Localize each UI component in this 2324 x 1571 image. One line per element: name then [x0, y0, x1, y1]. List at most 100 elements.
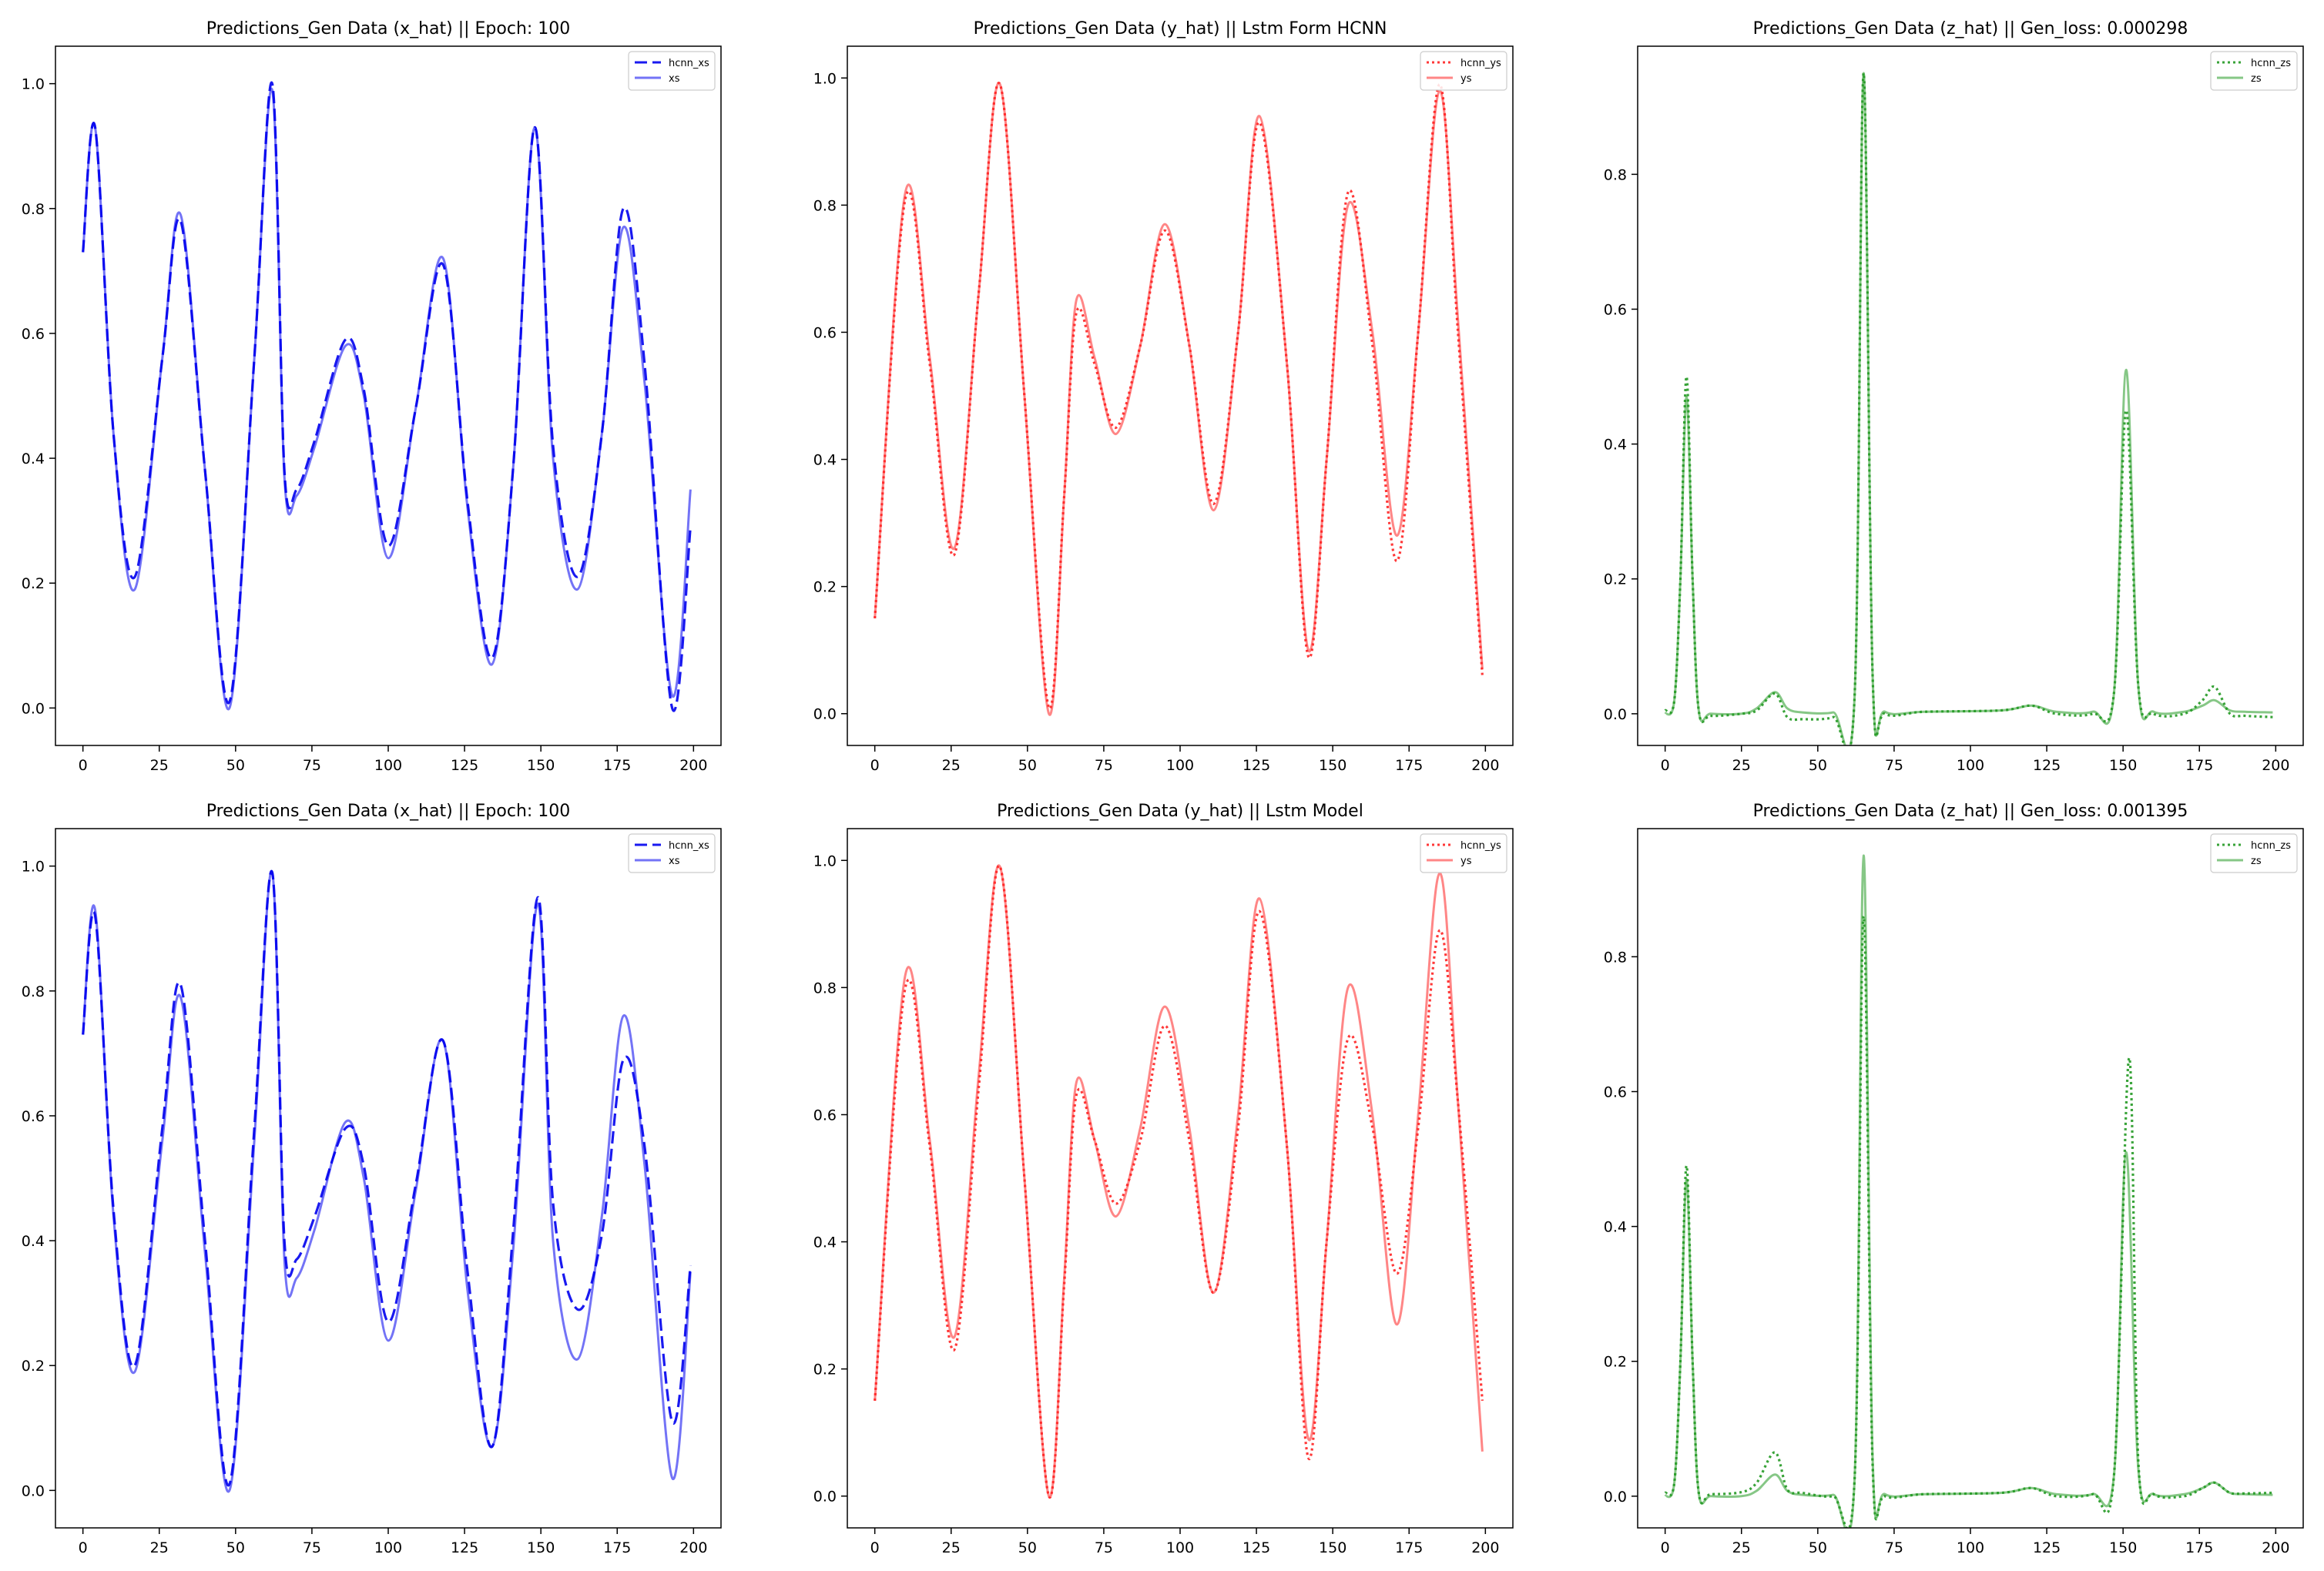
- x-tick-label: 25: [942, 757, 961, 774]
- legend-label: hcnn_ys: [1460, 58, 1501, 69]
- subplot: Predictions_Gen Data (x_hat) || Epoch: 1…: [22, 802, 722, 1556]
- x-tick-label: 200: [679, 757, 707, 774]
- x-tick-label: 100: [1166, 1539, 1194, 1556]
- x-tick-label: 100: [1957, 1539, 1984, 1556]
- legend-label: hcnn_xs: [669, 58, 709, 69]
- x-tick-label: 175: [2185, 757, 2213, 774]
- x-tick-label: 125: [1242, 757, 1270, 774]
- chart-title: Predictions_Gen Data (y_hat) || Lstm Mod…: [997, 802, 1363, 821]
- x-tick-label: 175: [603, 1539, 631, 1556]
- x-tick-label: 25: [1732, 1539, 1751, 1556]
- y-tick-label: 0.0: [813, 1489, 837, 1506]
- series-line-ys: [874, 82, 1484, 716]
- chart-title: Predictions_Gen Data (z_hat) || Gen_loss…: [1753, 802, 2188, 821]
- x-tick-label: 75: [303, 1539, 321, 1556]
- x-tick-label: 200: [2262, 757, 2289, 774]
- legend-label: hcnn_ys: [1460, 840, 1501, 852]
- chart-title: Predictions_Gen Data (y_hat) || Lstm For…: [974, 19, 1387, 39]
- x-tick-label: 25: [1732, 757, 1751, 774]
- chart-title: Predictions_Gen Data (x_hat) || Epoch: 1…: [206, 19, 571, 39]
- series-line-zs: [1664, 72, 2273, 745]
- series-line-hcnn_xs: [82, 81, 692, 712]
- plot-frame: [847, 828, 1514, 1529]
- x-tick-label: 175: [1395, 1539, 1423, 1556]
- y-tick-label: 0.6: [1604, 301, 1627, 318]
- x-tick-label: 150: [1319, 1539, 1346, 1556]
- x-tick-label: 0: [870, 1539, 880, 1556]
- x-tick-label: 0: [79, 1539, 88, 1556]
- y-tick-label: 0.6: [813, 1107, 837, 1124]
- series-line-hcnn_xs: [82, 869, 692, 1487]
- legend-label: ys: [1460, 856, 1472, 867]
- x-tick-label: 175: [603, 757, 631, 774]
- legend-box: [2210, 833, 2298, 873]
- x-tick-label: 150: [2109, 757, 2137, 774]
- legend-label: zs: [2251, 73, 2262, 85]
- series-line-ys: [874, 864, 1484, 1499]
- legend-label: hcnn_zs: [2251, 58, 2291, 69]
- x-tick-label: 150: [2109, 1539, 2137, 1556]
- x-tick-label: 50: [226, 757, 245, 774]
- y-tick-label: 0.8: [813, 980, 837, 997]
- y-tick-label: 0.0: [1604, 1489, 1627, 1506]
- x-tick-label: 50: [1809, 757, 1827, 774]
- x-tick-label: 200: [679, 1539, 707, 1556]
- chart-title: Predictions_Gen Data (x_hat) || Epoch: 1…: [206, 802, 571, 821]
- x-tick-label: 200: [1471, 757, 1499, 774]
- x-tick-label: 75: [1095, 1539, 1113, 1556]
- legend-label: hcnn_xs: [669, 840, 709, 852]
- x-tick-label: 150: [527, 1539, 555, 1556]
- x-tick-label: 50: [226, 1539, 245, 1556]
- x-tick-label: 150: [1319, 757, 1346, 774]
- y-tick-label: 0.2: [813, 579, 837, 596]
- y-tick-label: 1.0: [22, 76, 45, 93]
- subplot: Predictions_Gen Data (x_hat) || Epoch: 1…: [22, 19, 722, 774]
- y-tick-label: 1.0: [813, 70, 837, 87]
- y-tick-label: 0.0: [813, 706, 837, 723]
- y-tick-label: 0.8: [22, 201, 45, 218]
- y-tick-label: 0.4: [813, 452, 837, 469]
- legend-label: ys: [1460, 73, 1472, 85]
- plot-frame: [1637, 828, 2304, 1529]
- series-line-xs: [82, 869, 692, 1493]
- legend-box: [2210, 51, 2298, 91]
- x-tick-label: 100: [1957, 757, 1984, 774]
- y-tick-label: 0.4: [22, 451, 45, 467]
- x-tick-label: 175: [1395, 757, 1423, 774]
- x-tick-label: 125: [451, 757, 478, 774]
- y-tick-label: 0.2: [22, 575, 45, 592]
- y-tick-label: 1.0: [22, 859, 45, 876]
- series-line-hcnn_ys: [874, 82, 1484, 710]
- plot-frame: [847, 45, 1514, 746]
- x-tick-label: 75: [1095, 757, 1113, 774]
- x-tick-label: 100: [374, 1539, 402, 1556]
- y-tick-label: 0.6: [22, 1108, 45, 1125]
- x-tick-label: 0: [1661, 1539, 1670, 1556]
- legend-box: [1420, 51, 1507, 91]
- y-tick-label: 0.4: [1604, 437, 1627, 454]
- x-tick-label: 75: [303, 757, 321, 774]
- x-tick-label: 50: [1018, 757, 1037, 774]
- y-tick-label: 0.0: [22, 700, 45, 717]
- x-tick-label: 125: [2033, 1539, 2061, 1556]
- series-line-hcnn_zs: [1664, 915, 2273, 1528]
- plot-frame: [1637, 45, 2304, 746]
- y-tick-label: 0.0: [1604, 706, 1627, 723]
- y-tick-label: 0.8: [1604, 166, 1627, 183]
- y-tick-label: 0.8: [813, 197, 837, 214]
- y-tick-label: 0.2: [813, 1362, 837, 1378]
- subplot: Predictions_Gen Data (z_hat) || Gen_loss…: [1604, 19, 2304, 774]
- y-tick-label: 0.6: [22, 326, 45, 343]
- x-tick-label: 0: [1661, 757, 1670, 774]
- legend-box: [1420, 833, 1507, 873]
- y-tick-label: 0.4: [1604, 1219, 1627, 1236]
- y-tick-label: 0.6: [1604, 1084, 1627, 1100]
- y-tick-label: 0.2: [1604, 1354, 1627, 1371]
- y-tick-label: 0.8: [22, 983, 45, 1000]
- series-line-zs: [1664, 854, 2273, 1528]
- y-tick-label: 0.0: [22, 1482, 45, 1499]
- y-tick-label: 0.2: [22, 1358, 45, 1375]
- y-tick-label: 0.4: [813, 1234, 837, 1251]
- legend-label: zs: [2251, 856, 2262, 867]
- x-tick-label: 0: [79, 757, 88, 774]
